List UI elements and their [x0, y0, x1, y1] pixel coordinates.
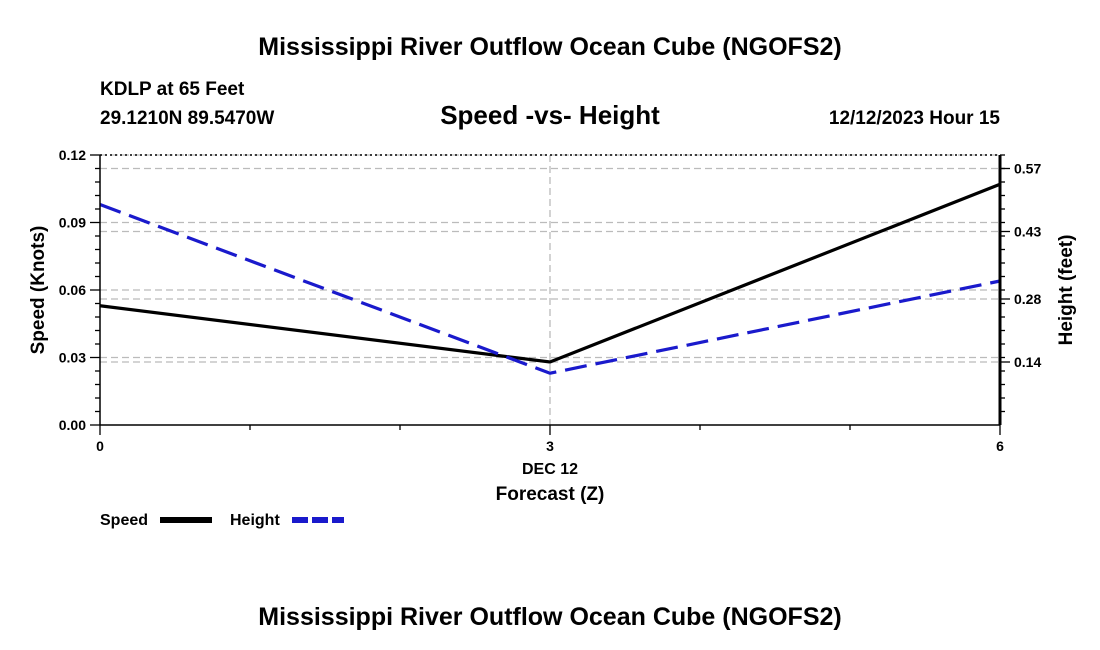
- legend-label-height: Height: [230, 512, 280, 529]
- series-line-height: [99, 203, 1001, 375]
- location-label: 29.1210N 89.5470W: [100, 108, 274, 129]
- axes: 0.00 0.03 0.06 0.09 0.12 0.14 0.28 0.43 0.57 0 3 6: [59, 147, 1042, 454]
- y-right-tick-label: 0.57: [1014, 161, 1041, 177]
- footer-title: Mississippi River Outflow Ocean Cube (NG…: [258, 603, 841, 631]
- chart-subtitle: Speed -vs- Height: [440, 100, 660, 130]
- legend: Speed Height: [100, 512, 344, 529]
- x-axis-label: Forecast (Z): [496, 484, 605, 505]
- series-lines: [99, 182, 1001, 375]
- station-label: KDLP at 65 Feet: [100, 79, 245, 100]
- x-tick-label: 3: [546, 438, 554, 454]
- y-axis-right-label: Height (feet): [1056, 235, 1077, 346]
- y-right-tick-label: 0.14: [1014, 354, 1041, 370]
- grid-lines: [100, 154, 1000, 425]
- legend-label-speed: Speed: [100, 512, 148, 529]
- chart-title: Mississippi River Outflow Ocean Cube (NG…: [258, 33, 841, 61]
- x-date-label: DEC 12: [522, 461, 578, 478]
- y-right-tick-label: 0.28: [1014, 291, 1041, 307]
- y-axis-left-label: Speed (Knots): [28, 226, 49, 355]
- x-tick-label: 0: [96, 438, 104, 454]
- y-right-tick-label: 0.43: [1014, 224, 1041, 240]
- y-left-tick-label: 0.06: [59, 282, 86, 298]
- y-left-tick-label: 0.09: [59, 215, 86, 231]
- x-tick-label: 6: [996, 438, 1004, 454]
- y-left-tick-label: 0.12: [59, 147, 86, 163]
- y-left-tick-label: 0.00: [59, 417, 86, 433]
- y-left-tick-label: 0.03: [59, 350, 86, 366]
- datetime-label: 12/12/2023 Hour 15: [829, 108, 1001, 129]
- series-line-speed: [99, 182, 1001, 364]
